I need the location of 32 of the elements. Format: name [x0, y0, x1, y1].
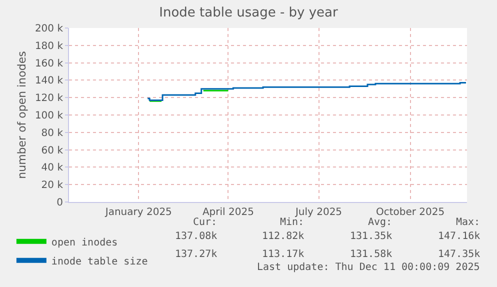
text: 147.35k — [438, 249, 480, 260]
chart-title: Inode table usage - by year — [159, 6, 339, 21]
x-tick-label: July 2025 — [294, 207, 342, 218]
y-tick-label: 0 — [56, 198, 63, 208]
y-tick-label: 180 k — [34, 40, 64, 52]
text: Max: — [456, 217, 480, 228]
y-tick-label: 160 k — [34, 58, 64, 70]
text: 137.08k — [175, 231, 218, 242]
legend-label: open inodes — [51, 237, 118, 248]
text: 137.27k — [175, 249, 218, 260]
y-tick-label: 120 k — [34, 93, 64, 104]
text: 112.82k — [262, 231, 304, 242]
x-tick-label: October 2025 — [376, 207, 445, 218]
x-tick-label: April 2025 — [202, 207, 254, 218]
x-tick-label: January 2025 — [104, 207, 172, 218]
text: 131.58k — [350, 249, 392, 260]
y-tick-label: 200 k — [34, 24, 64, 34]
y-tick-label: 20 k — [41, 180, 64, 192]
y-tick-label: 60 k — [41, 145, 64, 156]
text: 147.16k — [438, 231, 480, 242]
y-tick-label: 140 k — [34, 76, 64, 87]
legend-label: inode table size — [51, 256, 148, 268]
text: Cur: — [193, 217, 218, 228]
y-tick-label: 40 k — [41, 162, 64, 174]
y-tick-label: 100 k — [34, 110, 64, 122]
text: Min: — [280, 217, 304, 228]
text: Avg: — [368, 217, 392, 228]
text: Last update: Thu Dec 11 00:00:09 2025 — [257, 262, 480, 273]
text: 131.35k — [350, 231, 392, 242]
y-tick-label: 80 k — [41, 128, 64, 139]
y-axis-title: number of open inodes — [16, 50, 29, 179]
text: 113.17k — [262, 249, 304, 260]
